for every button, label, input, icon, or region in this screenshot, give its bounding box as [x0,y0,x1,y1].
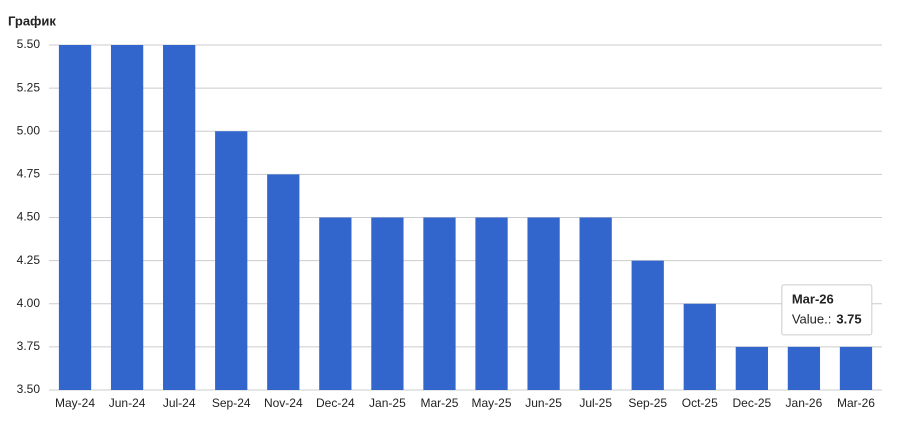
x-tick-label: Nov-24 [264,396,303,410]
x-tick-label: Dec-24 [316,396,355,410]
bar [631,260,664,390]
y-tick-label: 4.00 [17,296,41,310]
x-tick-label: Dec-25 [733,396,772,410]
bar [163,45,196,390]
x-tick-label: Jul-25 [579,396,612,410]
tooltip-value: 3.75 [836,311,861,326]
bar [371,217,404,390]
tooltip-title: Mar-26 [792,291,834,306]
x-tick-label: Sep-25 [628,396,667,410]
bar [735,346,768,390]
x-tick-label: Mar-25 [420,396,458,410]
y-tick-label: 3.75 [17,339,41,353]
x-tick-label: Oct-25 [682,396,718,410]
x-tick-label: May-25 [472,396,512,410]
x-tick-label: Jun-24 [109,396,146,410]
bar [579,217,612,390]
tooltip-box [781,284,873,336]
y-tick-label: 4.25 [17,253,41,267]
x-tick-label: Jan-26 [786,396,823,410]
bar [267,174,300,390]
bar [215,131,248,390]
x-tick-label: Sep-24 [212,396,251,410]
y-tick-label: 5.50 [17,37,41,51]
x-tick-label: Jul-24 [163,396,196,410]
y-tick-label: 4.50 [17,210,41,224]
bar [475,217,508,390]
bar [683,303,716,390]
y-tick-label: 5.25 [17,80,41,94]
bar [787,346,821,390]
bar [319,217,352,390]
chart-title: График [8,13,56,28]
y-tick-label: 5.00 [17,123,41,137]
y-tick-label: 3.50 [17,382,41,396]
bar [423,217,456,390]
x-tick-label: Mar-26 [837,396,875,410]
bar [527,217,560,390]
y-tick-label: 4.75 [17,167,41,181]
x-tick-label: Jan-25 [369,396,406,410]
x-tick-label: Jun-25 [525,396,562,410]
tooltip: Mar-26 Value.: 3.75 [781,284,873,336]
bar [110,45,144,390]
x-tick-label: May-24 [55,396,95,410]
bar [58,45,92,390]
tooltip-label: Value.: [792,311,832,326]
bar [839,346,873,390]
